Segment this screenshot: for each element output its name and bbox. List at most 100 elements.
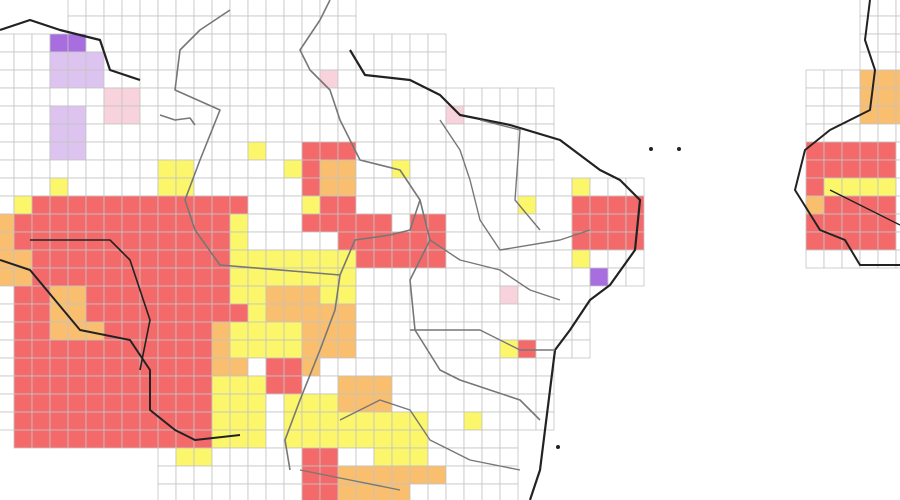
grid-cell (0, 159, 15, 179)
grid-cell (13, 33, 33, 53)
grid-cell (607, 213, 627, 233)
grid-cell (409, 105, 429, 125)
grid-cell (157, 339, 177, 359)
grid-cell (391, 429, 411, 449)
grid-cell (0, 195, 15, 215)
grid-cell (877, 141, 897, 161)
grid-cell (283, 483, 303, 500)
grid-cell (859, 195, 879, 215)
border-line (794, 0, 900, 266)
grid-cell (355, 429, 375, 449)
grid-cell (463, 231, 483, 251)
grid-cell (67, 231, 87, 251)
grid-cell (427, 33, 447, 53)
grid-cell (427, 105, 447, 125)
grid-cell (355, 123, 375, 143)
grid-cell (49, 249, 69, 269)
grid-cell (283, 0, 303, 17)
border-line (299, 399, 521, 491)
grid-cell (301, 87, 321, 107)
grid-cell (391, 195, 411, 215)
grid-cell (49, 87, 69, 107)
grid-cell (211, 285, 231, 305)
grid-cell (247, 213, 267, 233)
grid-cell (121, 159, 141, 179)
grid-cell (157, 267, 177, 287)
grid-cell (85, 249, 105, 269)
grid-cell (337, 15, 357, 35)
grid-cell (499, 339, 519, 359)
grid-cell (301, 393, 321, 413)
grid-cell (211, 87, 231, 107)
grid-cell (157, 123, 177, 143)
grid-cell (445, 357, 465, 377)
grid-cell (445, 177, 465, 197)
grid-cell (481, 177, 501, 197)
grid-cell (877, 231, 897, 251)
grid-cell (517, 195, 537, 215)
grid-cell (283, 285, 303, 305)
grid-cell (319, 141, 339, 161)
grid-cell (571, 285, 591, 305)
grid-cell (427, 411, 447, 431)
grid-cell (157, 249, 177, 269)
grid-cell (229, 141, 249, 161)
grid-cell (0, 393, 15, 413)
grid-cell (301, 483, 321, 500)
grid-cell (211, 213, 231, 233)
grid-cell (49, 141, 69, 161)
grid-cell (157, 159, 177, 179)
grid-cell (373, 411, 393, 431)
grid-cell (31, 105, 51, 125)
grid-cell (337, 357, 357, 377)
grid-cell (409, 357, 429, 377)
grid-cell (337, 231, 357, 251)
grid-cell (103, 339, 123, 359)
grid-cell (355, 411, 375, 431)
grid-cell (13, 285, 33, 305)
grid-cell (571, 195, 591, 215)
grid-cell (265, 15, 285, 35)
grid-cell (337, 213, 357, 233)
grid-cell (463, 285, 483, 305)
grid-cell (409, 33, 429, 53)
grid-cell (211, 465, 231, 485)
grid-cell (283, 141, 303, 161)
grid-cell (463, 429, 483, 449)
grid-cell (265, 483, 285, 500)
grid-cell (355, 105, 375, 125)
grid-cell (481, 195, 501, 215)
grid-cell (319, 51, 339, 71)
grid-cell (139, 105, 159, 125)
grid-cell (337, 141, 357, 161)
grid-cell (67, 375, 87, 395)
grid-cell (157, 285, 177, 305)
grid-cell (805, 249, 825, 269)
grid-cell (85, 375, 105, 395)
grid-cell (85, 123, 105, 143)
grid-cell (247, 249, 267, 269)
grid-cell (265, 177, 285, 197)
grid-cell (481, 87, 501, 107)
grid-cell (445, 141, 465, 161)
grid-cell (0, 213, 15, 233)
grid-cell (427, 267, 447, 287)
grid-cell (175, 411, 195, 431)
grid-cell (427, 51, 447, 71)
grid-cell (157, 213, 177, 233)
grid-cell (409, 87, 429, 107)
grid-cell (157, 33, 177, 53)
grid-cell (0, 51, 15, 71)
grid-cell (301, 303, 321, 323)
grid-cell (445, 447, 465, 467)
grid-cell (193, 447, 213, 467)
grid-cell (85, 15, 105, 35)
grid-cell (355, 285, 375, 305)
grid-cell (859, 177, 879, 197)
grid-cell (283, 249, 303, 269)
grid-cell (355, 69, 375, 89)
border-line (30, 239, 151, 371)
grid-cell (337, 429, 357, 449)
grid-cell (49, 321, 69, 341)
grid-cell (391, 411, 411, 431)
